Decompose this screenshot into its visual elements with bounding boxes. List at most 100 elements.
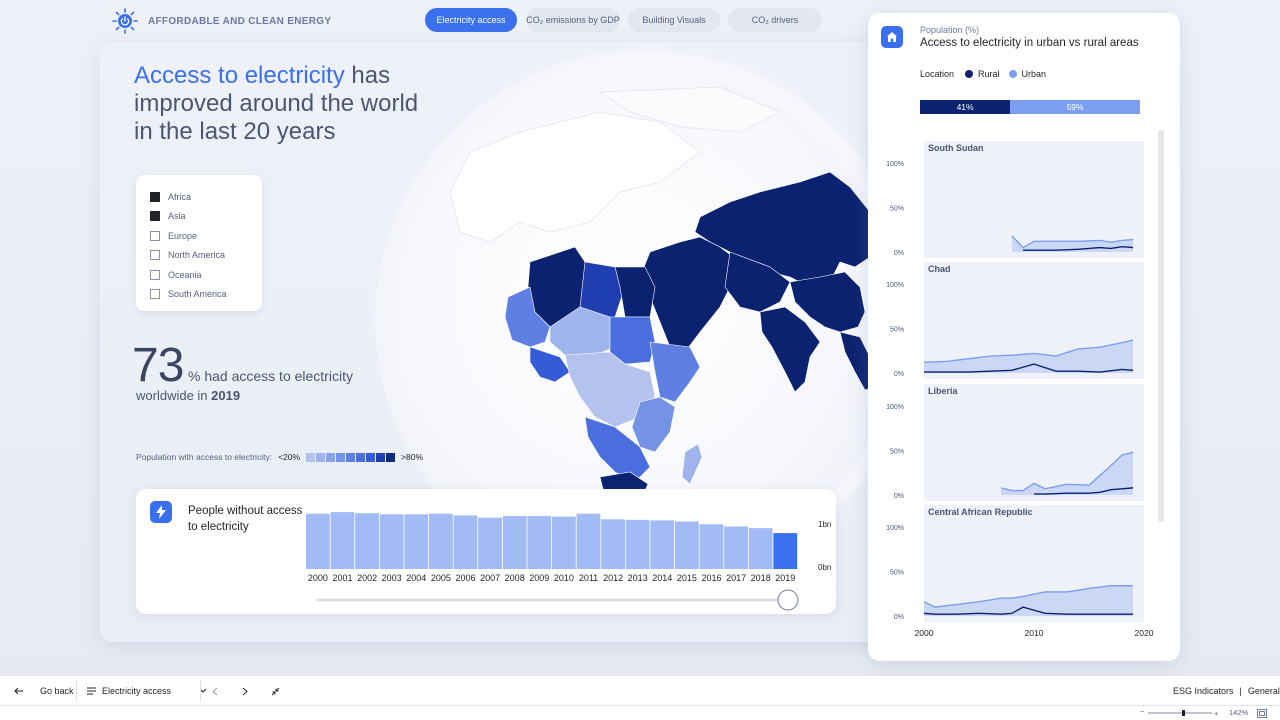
map-region-egypt[interactable] [614, 266, 656, 318]
people-bar-chart[interactable]: 2000 2001 2002 2003 2004 2005 2006 2007 2008 2009… [136, 489, 836, 614]
menu-lines-icon [87, 687, 96, 695]
rural-line[interactable] [1034, 487, 1134, 495]
panel-country-title: Central African Republic [928, 507, 1033, 517]
bar-2011[interactable] [576, 513, 601, 569]
zoom-slider[interactable]: + [1148, 708, 1238, 718]
bar-2010[interactable] [552, 516, 576, 569]
map-region-sudan[interactable] [609, 316, 656, 365]
urban-area[interactable] [1001, 452, 1133, 495]
urban-rural-panel: Population (%) Access to electricity in … [868, 13, 1180, 661]
bar-2012[interactable] [601, 519, 625, 569]
small-multiples-charts[interactable]: South Sudan 100% 50% 0% Chad 100% 50% 0% Liberia… [868, 13, 1180, 661]
home-icon[interactable] [881, 26, 903, 48]
bar-2004[interactable] [404, 514, 429, 569]
bar-2009[interactable] [527, 515, 552, 569]
legend-item-south-america[interactable]: South America [150, 285, 248, 305]
stat-text: % had access to electricity [188, 368, 353, 384]
play-axis-handle[interactable] [777, 589, 799, 611]
bar-2006[interactable] [453, 515, 478, 569]
legend-item-europe[interactable]: Europe [150, 226, 248, 246]
checkbox-icon[interactable] [150, 269, 160, 280]
scale-swatches [306, 452, 396, 462]
bar-2005[interactable] [429, 513, 453, 569]
bar-2019[interactable] [773, 533, 798, 569]
bar-2013[interactable] [625, 519, 650, 569]
workspace-info: ESG Indicators | General [1173, 686, 1280, 696]
panel-country-title: South Sudan [928, 143, 984, 153]
urban-area[interactable] [924, 585, 1133, 616]
urban-line[interactable] [923, 585, 1133, 608]
checkbox-icon[interactable] [150, 289, 160, 300]
x-tick-label: 2013 [628, 573, 648, 583]
bar-2003[interactable] [379, 514, 404, 569]
tab-co2-drivers[interactable]: CO₂ drivers [728, 8, 822, 32]
scale-swatch [356, 452, 366, 462]
urban-segment[interactable]: 59% [1010, 100, 1140, 114]
tab-co2-emissions-by-gdp[interactable]: CO₂ emissions by GDP [526, 8, 620, 32]
map-region-middle-east[interactable] [639, 236, 741, 353]
tab-electricity-access[interactable]: Electricity access [425, 8, 517, 32]
map-region-east-africa[interactable] [631, 396, 676, 453]
zoom-minus-icon[interactable]: − [1140, 707, 1145, 716]
map-region-europe[interactable] [449, 111, 701, 243]
rural-line[interactable] [1023, 245, 1134, 251]
checkbox-icon[interactable] [150, 230, 160, 241]
fit-to-page-icon[interactable] [1257, 709, 1267, 718]
legend-item-north-america[interactable]: North America [150, 246, 248, 266]
legend-item-asia[interactable]: Asia [150, 207, 248, 227]
next-page-button[interactable] [242, 676, 248, 706]
urban-line[interactable] [1000, 451, 1134, 492]
rural-segment[interactable]: 41% [920, 100, 1011, 114]
urban-line[interactable] [923, 339, 1134, 364]
small-multiple-panel [924, 384, 1144, 501]
y-tick-label: 1bn [818, 520, 831, 529]
bar-2007[interactable] [478, 517, 502, 569]
bar-2014[interactable] [650, 520, 675, 569]
legend-label: Asia [168, 211, 186, 222]
bar-2008[interactable] [502, 515, 527, 569]
y-tick-label: 0bn [818, 563, 831, 572]
map-region-china[interactable] [789, 271, 866, 333]
checkbox-checked-icon[interactable] [150, 191, 160, 202]
panel-subtitle: Population (%) [920, 25, 980, 35]
legend-item-africa[interactable]: Africa [150, 187, 248, 207]
bar-2016[interactable] [699, 524, 724, 569]
scrollbar[interactable] [1158, 130, 1164, 522]
bar-2018[interactable] [748, 528, 773, 569]
bar-2017[interactable] [724, 526, 748, 569]
rural-line[interactable] [924, 363, 1134, 373]
workspace-label: ESG Indicators [1173, 686, 1234, 696]
bar-2015[interactable] [675, 521, 699, 569]
map-region-west-africa[interactable] [504, 286, 551, 348]
stat-value: 73 [132, 339, 184, 392]
map-region-arctic[interactable] [598, 86, 782, 133]
legend-item-oceania[interactable]: Oceania [150, 265, 248, 285]
rural-line[interactable] [923, 606, 1133, 615]
brand: AFFORDABLE AND CLEAN ENERGY [112, 8, 331, 34]
map-region-madagascar[interactable] [681, 443, 703, 485]
rural-urban-split-bar[interactable]: 41% 59% [920, 100, 1140, 114]
prev-page-button[interactable] [212, 676, 218, 706]
x-tick-label: 2012 [603, 573, 623, 583]
rural-label[interactable]: Rural [978, 69, 1000, 79]
scale-swatch [346, 452, 356, 462]
map-region-central-asia[interactable] [724, 251, 791, 313]
arrow-left-icon [14, 687, 23, 695]
page-selector[interactable]: Electricity access [87, 676, 207, 706]
bar-2001[interactable] [330, 512, 355, 569]
checkbox-checked-icon[interactable] [150, 211, 160, 222]
checkbox-icon[interactable] [150, 250, 160, 261]
urban-label[interactable]: Urban [1021, 69, 1047, 79]
legend-label: South America [168, 289, 227, 300]
urban-area[interactable] [924, 340, 1133, 373]
go-back-button[interactable]: Go back [14, 676, 74, 706]
map-region-gulf-of-guinea[interactable] [529, 346, 571, 383]
collapse-button[interactable] [271, 676, 280, 706]
tab-building-visuals[interactable]: Building Visuals [628, 8, 720, 32]
map-region-india[interactable] [759, 306, 821, 393]
map-region-horn[interactable] [649, 341, 701, 403]
urban-line[interactable] [1011, 235, 1134, 249]
bar-2000[interactable] [306, 513, 330, 569]
world-map[interactable] [400, 72, 880, 572]
bar-2002[interactable] [355, 513, 379, 569]
